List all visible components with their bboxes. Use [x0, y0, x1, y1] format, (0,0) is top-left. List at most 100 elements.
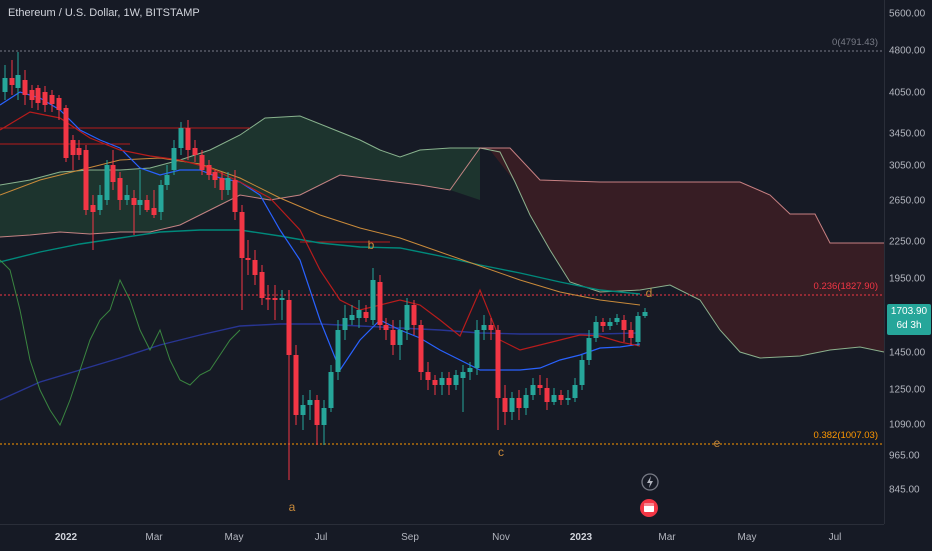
price-tick: 845.00: [889, 484, 920, 496]
current-price-value: 1703.90: [890, 306, 928, 317]
candle-body: [474, 330, 480, 368]
candle-body: [404, 305, 410, 330]
price-axis[interactable]: 5600.00 4800.00 4050.00 3450.00 3050.00 …: [884, 0, 932, 524]
price-tick: 1950.00: [889, 273, 926, 285]
candle-body: [286, 300, 292, 355]
wave-label-a: a: [289, 500, 296, 514]
candle-body: [56, 98, 62, 110]
candle-body: [49, 95, 55, 104]
fib-label-0: 0(4791.43): [832, 37, 878, 48]
candle-body: [90, 205, 96, 212]
candle-body: [124, 195, 130, 200]
candle-body: [383, 325, 389, 330]
candle-body: [117, 178, 123, 200]
candle-body: [97, 195, 103, 210]
candle-body: [29, 90, 35, 100]
time-tick: May: [224, 532, 244, 543]
candle-body: [225, 178, 231, 190]
time-tick: Jul: [314, 532, 328, 543]
candle-body: [192, 148, 198, 155]
chart-area[interactable]: 0(4791.43) 0.236(1827.90) 0.382(1007.03)…: [0, 0, 885, 524]
candle-body: [579, 360, 585, 385]
candle-body: [628, 330, 634, 338]
candle-body: [137, 200, 143, 205]
time-tick: Mar: [658, 532, 676, 543]
candle-body: [516, 398, 522, 408]
candle-body: [219, 178, 225, 190]
senkou-span-b: [0, 147, 884, 244]
current-price-badge: 1703.90 6d 3h: [887, 304, 931, 335]
fib-label-0382: 0.382(1007.03): [814, 430, 878, 441]
time-tick: Mar: [145, 532, 163, 543]
candle-body: [300, 405, 306, 415]
wave-label-c: c: [498, 445, 504, 459]
ichimoku-cloud-bearish: [480, 148, 884, 358]
ma-long-line: [0, 229, 641, 295]
candle-body: [537, 385, 543, 388]
candle-body: [370, 280, 376, 320]
time-tick: 2023: [569, 532, 593, 543]
candle-body: [164, 175, 170, 185]
time-tick: Sep: [401, 532, 419, 543]
candle-body: [607, 322, 613, 326]
wave-label-d: d: [646, 286, 653, 300]
candle-body: [104, 165, 110, 200]
price-tick: 2650.00: [889, 195, 926, 207]
calendar-event-icon[interactable]: [640, 499, 658, 517]
wave-label-b: b: [368, 238, 375, 252]
time-axis[interactable]: 2022 Mar May Jul Sep Nov 2023 Mar May Ju…: [0, 524, 884, 551]
candle-body: [363, 312, 369, 318]
candle-body: [171, 148, 177, 170]
fib-label-0236: 0.236(1827.90): [814, 281, 878, 292]
candle-body: [239, 212, 245, 258]
candle-body: [439, 378, 445, 385]
candlesticks: [2, 52, 648, 480]
price-tick: 1250.00: [889, 384, 926, 396]
candle-body: [586, 338, 592, 360]
time-tick: Nov: [492, 532, 510, 543]
candle-body: [411, 305, 417, 325]
tenkan-line: [0, 91, 641, 372]
price-tick: 3450.00: [889, 128, 926, 140]
lightning-icon[interactable]: [641, 473, 659, 491]
candle-body: [151, 208, 157, 215]
candle-body: [321, 408, 327, 425]
candle-body: [15, 75, 21, 88]
candle-body: [551, 395, 557, 402]
candle-body: [600, 322, 606, 326]
candle-body: [558, 395, 564, 400]
candle-body: [144, 200, 150, 210]
senkou-span-a: [0, 115, 885, 359]
candle-body: [342, 318, 348, 330]
price-tick: 2250.00: [889, 236, 926, 248]
price-tick: 965.00: [889, 450, 920, 462]
time-tick: 2022: [54, 532, 78, 543]
candle-body: [272, 298, 278, 300]
candle-body: [83, 150, 89, 210]
bar-countdown: 6d 3h: [896, 320, 922, 331]
price-tick: 4050.00: [889, 87, 926, 99]
price-tick: 1090.00: [889, 419, 926, 431]
candle-body: [495, 330, 501, 398]
symbol-title[interactable]: Ethereum / U.S. Dollar, 1W, BITSTAMP: [8, 7, 200, 19]
candle-body: [453, 375, 459, 385]
wave-label-e: e: [714, 436, 721, 450]
candle-body: [9, 78, 15, 85]
candle-body: [293, 355, 299, 415]
lagging-span: [0, 259, 241, 427]
candle-body: [259, 272, 265, 298]
candle-body: [509, 398, 515, 412]
candle-body: [265, 298, 271, 300]
candle-body: [565, 398, 571, 400]
price-chart[interactable]: 0(4791.43) 0.236(1827.90) 0.382(1007.03)…: [0, 0, 885, 524]
candle-body: [252, 260, 258, 275]
candle-body: [349, 315, 355, 320]
candle-body: [432, 380, 438, 385]
candle-body: [178, 128, 184, 148]
price-tick: 4800.00: [889, 45, 926, 57]
candle-body: [206, 165, 212, 175]
candle-body: [425, 372, 431, 380]
candle-body: [642, 312, 648, 316]
candle-body: [502, 398, 508, 412]
candle-body: [307, 400, 313, 405]
